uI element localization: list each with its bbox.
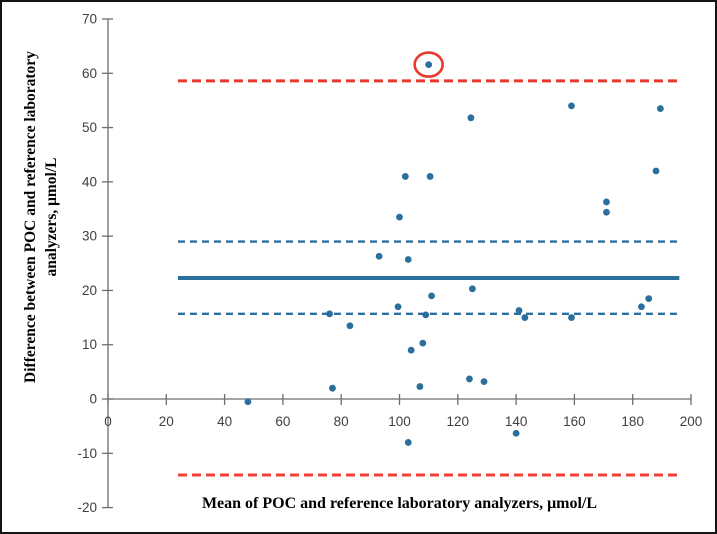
x-tick-label: 200: [680, 414, 703, 429]
data-point: [419, 339, 427, 347]
data-point: [428, 292, 435, 300]
x-tick-label: 180: [621, 414, 644, 429]
y-tick-label: -20: [77, 500, 97, 515]
y-tick-label: 20: [82, 283, 97, 298]
x-tick-label: 60: [275, 414, 290, 429]
data-point: [244, 398, 252, 406]
data-point: [603, 208, 610, 216]
y-tick-label: 40: [82, 174, 97, 189]
data-point: [346, 322, 354, 330]
outlier-circle: [413, 51, 444, 78]
x-tick-label: 100: [388, 414, 411, 429]
x-tick-label: 80: [334, 414, 349, 429]
data-point: [652, 167, 660, 175]
y-tick-label: 60: [82, 66, 97, 81]
data-point: [404, 439, 412, 446]
data-point: [375, 252, 383, 260]
y-tick-label: 0: [89, 392, 97, 407]
data-point: [466, 375, 473, 383]
y-tick-label: 50: [82, 120, 97, 135]
data-point: [521, 314, 529, 321]
y-axis-title: Difference between POC and reference lab…: [22, 51, 60, 383]
data-point: [422, 311, 430, 319]
x-axis-title: Mean of POC and reference laboratory ana…: [201, 495, 598, 512]
y-tick-label: 70: [82, 12, 97, 27]
y-tick-label: 30: [82, 229, 97, 244]
data-point: [645, 295, 653, 302]
data-point: [603, 198, 610, 206]
data-point: [468, 285, 476, 293]
data-point: [394, 303, 402, 311]
data-point: [401, 173, 409, 180]
data-point: [416, 383, 424, 390]
data-point: [404, 256, 412, 263]
x-tick-label: 140: [505, 414, 528, 429]
x-tick-label: 0: [104, 414, 112, 429]
data-point: [425, 61, 433, 69]
data-point: [426, 173, 434, 180]
data-point: [568, 314, 575, 321]
data-point: [515, 307, 523, 314]
data-point: [568, 102, 575, 110]
data-point: [467, 114, 475, 122]
x-tick-label: 160: [563, 414, 586, 429]
x-tick-label: 120: [447, 414, 470, 429]
data-point: [407, 346, 415, 354]
data-point: [656, 105, 664, 112]
data-point: [512, 429, 520, 437]
data-point: [480, 378, 488, 386]
data-point: [326, 310, 333, 318]
x-tick-label: 40: [217, 414, 232, 429]
data-point: [396, 213, 403, 221]
x-tick-label: 20: [159, 414, 174, 429]
y-tick-label: -10: [77, 446, 97, 461]
y-tick-label: 10: [82, 337, 97, 352]
data-point: [638, 303, 645, 311]
data-point: [329, 384, 336, 392]
